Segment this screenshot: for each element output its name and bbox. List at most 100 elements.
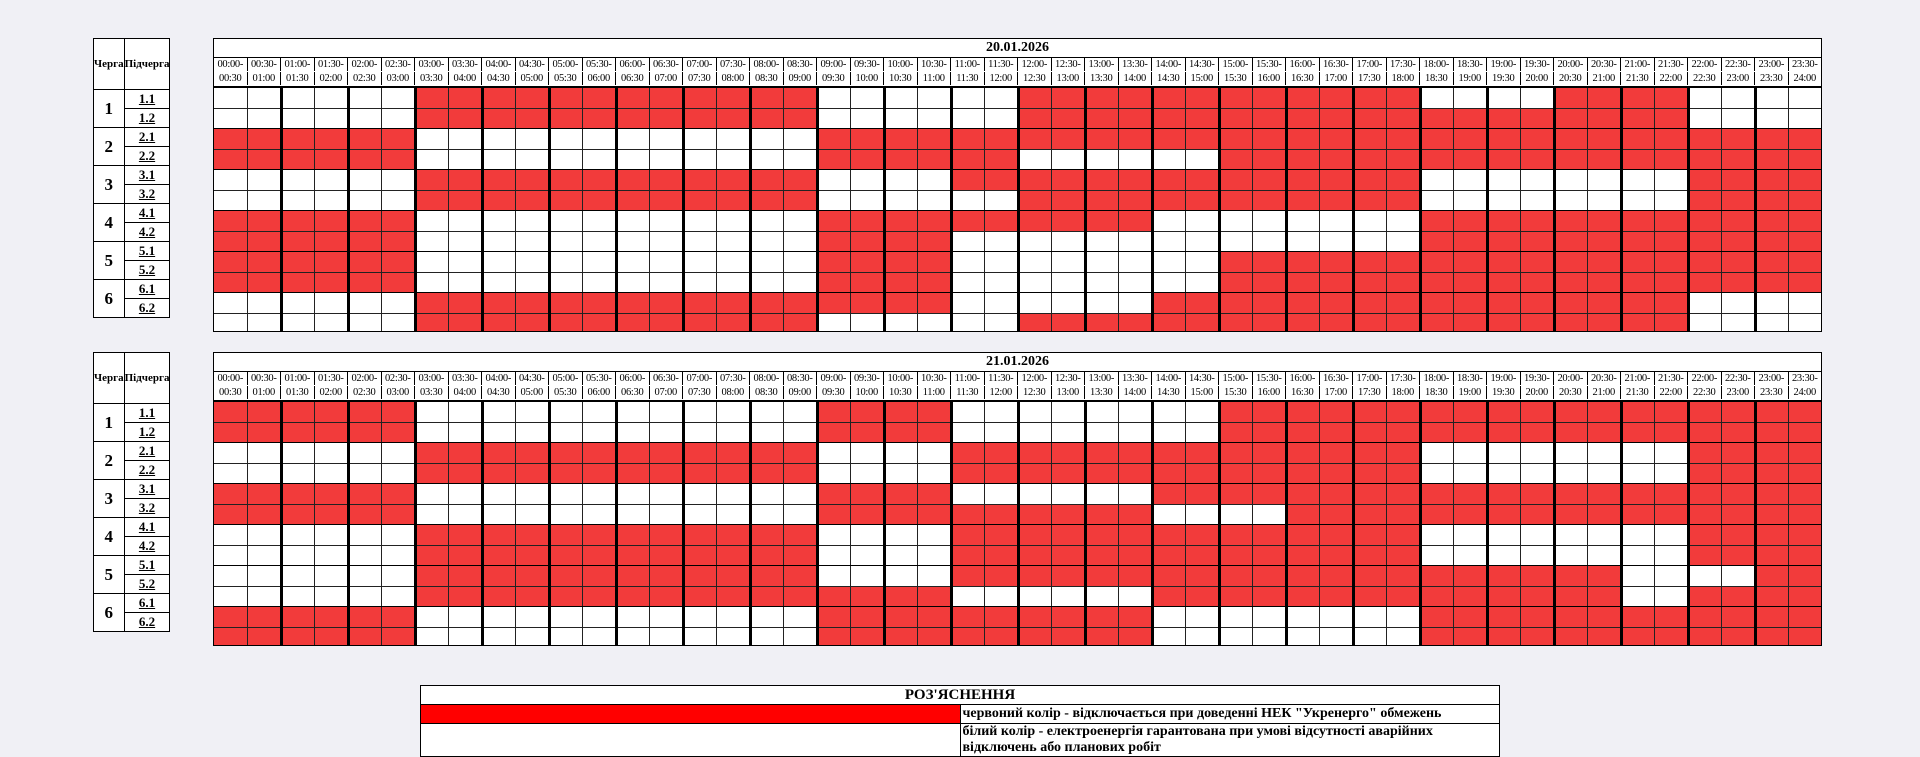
schedule-cell [1453, 525, 1487, 546]
schedule-cell [1152, 627, 1186, 645]
schedule-cell [1286, 443, 1320, 464]
schedule-cell [1755, 586, 1789, 607]
schedule-cell [884, 252, 918, 273]
schedule-cell [1487, 422, 1521, 443]
time-slot-end: 15:00 [1186, 386, 1219, 399]
hour-divider [1284, 401, 1288, 645]
schedule-cell [314, 313, 348, 331]
schedule-cell [1755, 88, 1789, 109]
schedule-cell [1554, 170, 1588, 191]
schedule-cell [1118, 88, 1152, 109]
schedule-cell [1788, 108, 1821, 129]
schedule-cell [1286, 231, 1320, 252]
schedule-cell [1654, 607, 1688, 628]
schedule-cell [1621, 108, 1655, 129]
schedule-cell [817, 566, 851, 587]
schedule-cell [348, 272, 382, 293]
schedule-cell [783, 272, 817, 293]
schedule-cell [951, 272, 985, 293]
schedule-cell [1621, 607, 1655, 628]
schedule-cell [314, 504, 348, 525]
schedule-cell [247, 313, 281, 331]
schedule-cell [1688, 402, 1722, 423]
schedule-cell [1118, 108, 1152, 129]
schedule-cell [515, 252, 549, 273]
schedule-cell [683, 293, 717, 314]
schedule-cell [448, 607, 482, 628]
schedule-cell [214, 566, 248, 587]
schedule-cell [1319, 463, 1353, 484]
schedule-cell [1319, 272, 1353, 293]
schedule-cell [1386, 566, 1420, 587]
schedule-cell [214, 607, 248, 628]
schedule-cell [281, 607, 315, 628]
schedule-cell [716, 293, 750, 314]
time-slot-start: 12:30- [1052, 58, 1085, 71]
time-slot-end: 08:00 [717, 386, 750, 399]
time-slot-start: 08:00- [750, 372, 784, 385]
schedule-cell [1487, 108, 1521, 129]
schedule-cell [1621, 88, 1655, 109]
schedule-cell [381, 525, 415, 546]
schedule-cell [1252, 108, 1286, 129]
schedule-cell [917, 422, 951, 443]
schedule-cell [1219, 422, 1253, 443]
schedule-cell [1755, 607, 1789, 628]
time-slot-end: 10:00 [851, 386, 884, 399]
schedule-cell [1085, 211, 1119, 232]
schedule-cell [984, 293, 1018, 314]
schedule-cell [1788, 525, 1821, 546]
schedule-cell [649, 170, 683, 191]
schedule-cell [281, 545, 315, 566]
schedule-cell [482, 108, 516, 129]
schedule-cell [1587, 566, 1621, 587]
hour-divider [614, 401, 618, 645]
schedule-cell [381, 443, 415, 464]
time-slot-end: 19:30 [1487, 72, 1521, 85]
schedule-cell [1621, 463, 1655, 484]
schedule-cell [1185, 108, 1219, 129]
schedule-cell [649, 149, 683, 170]
schedule-cell [616, 149, 650, 170]
schedule-cell [917, 170, 951, 191]
schedule-cell [348, 293, 382, 314]
schedule-cell [314, 129, 348, 150]
schedule-cell [951, 170, 985, 191]
hour-divider [815, 401, 819, 645]
schedule-cell [1788, 586, 1821, 607]
schedule-cell [1185, 252, 1219, 273]
hour-divider [279, 87, 283, 331]
schedule-cell [1219, 129, 1253, 150]
schedule-cell [1386, 504, 1420, 525]
schedule-cell [214, 463, 248, 484]
schedule-cell [783, 484, 817, 505]
schedule-cell [1018, 231, 1052, 252]
schedule-cell [482, 211, 516, 232]
schedule-cell [850, 443, 884, 464]
schedule-cell [1152, 108, 1186, 129]
schedule-cell [1085, 607, 1119, 628]
schedule-cell [1286, 272, 1320, 293]
schedule-cell [1185, 402, 1219, 423]
schedule-cell [1286, 586, 1320, 607]
schedule-cell [381, 129, 415, 150]
hour-divider [681, 87, 685, 331]
schedule-cell [1018, 272, 1052, 293]
schedule-cell [783, 525, 817, 546]
schedule-cell [1018, 149, 1052, 170]
time-slot-start: 18:00- [1420, 58, 1454, 71]
schedule-cell [1085, 484, 1119, 505]
schedule-cell [1051, 525, 1085, 546]
schedule-cell [1152, 88, 1186, 109]
legend-white-text: білий колір - електроенергія гарантована… [959, 723, 1500, 757]
schedule-cell [1520, 88, 1554, 109]
schedule-cell [1118, 607, 1152, 628]
schedule-cell [515, 566, 549, 587]
schedule-cell [750, 313, 784, 331]
schedule-cell [984, 211, 1018, 232]
schedule-cell [1688, 545, 1722, 566]
time-slot-start: 14:30- [1186, 372, 1219, 385]
schedule-cell [750, 422, 784, 443]
schedule-cell [1051, 252, 1085, 273]
time-slot-end: 17:00 [1320, 386, 1353, 399]
